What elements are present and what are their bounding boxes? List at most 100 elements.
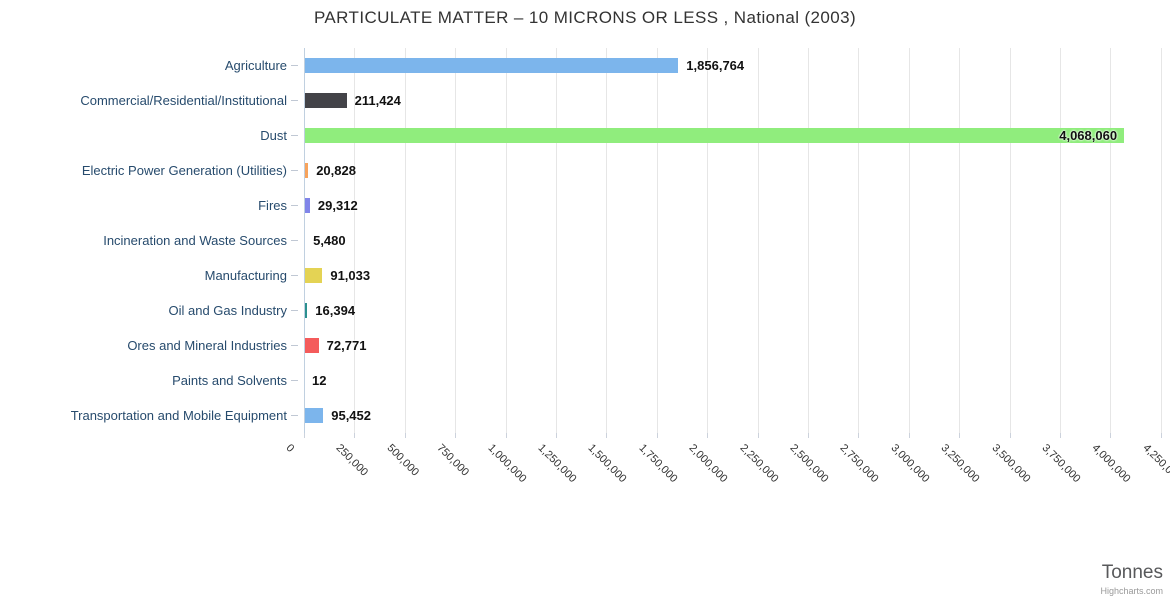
highcharts-credits-link[interactable]: Highcharts.com	[1100, 586, 1163, 596]
bar[interactable]	[304, 128, 1125, 143]
category-label: Commercial/Residential/Institutional	[80, 93, 287, 108]
axis-tick-mark	[555, 433, 557, 438]
value-axis-tick-label: 1,750,000	[636, 442, 680, 486]
value-axis-tick-label: 4,000,000	[1089, 442, 1133, 486]
axis-tick-mark	[908, 433, 910, 438]
category-tick-mark	[291, 170, 298, 171]
value-axis-tick-label: 4,250,000	[1140, 442, 1170, 486]
category-label: Electric Power Generation (Utilities)	[81, 163, 287, 178]
value-axis-tick-label: 1,250,000	[535, 442, 579, 486]
chart-title: PARTICULATE MATTER – 10 MICRONS OR LESS …	[313, 8, 857, 27]
bar[interactable]	[304, 58, 679, 73]
gridline	[1110, 48, 1112, 433]
category-tick-mark	[291, 275, 298, 276]
axis-tick-mark	[858, 433, 860, 438]
category-tick-mark	[291, 65, 298, 66]
gridline	[656, 48, 658, 433]
category-label: Fires	[258, 198, 287, 213]
axis-tick-mark	[757, 433, 759, 438]
axis-tick-mark	[304, 433, 305, 438]
category-tick-mark	[291, 205, 298, 206]
gridline	[505, 48, 507, 433]
value-axis-tick-label: 750,000	[434, 442, 472, 479]
gridline	[555, 48, 557, 433]
axis-tick-mark	[1110, 433, 1112, 438]
value-axis-title: Tonnes	[1101, 562, 1163, 583]
value-label: 211,424	[354, 93, 401, 108]
bar[interactable]	[304, 268, 323, 283]
axis-tick-mark	[455, 433, 457, 438]
value-label: 4,068,060	[1059, 128, 1118, 143]
value-axis-tick-label: 500,000	[384, 442, 421, 479]
value-label: 91,033	[330, 268, 371, 283]
value-axis-tick-label: 0	[283, 442, 297, 455]
axis-tick-mark	[354, 433, 356, 438]
value-axis-tick-label: 1,500,000	[585, 442, 629, 486]
value-axis-tick-label: 2,750,000	[837, 442, 881, 486]
value-label: 20,828	[316, 163, 356, 178]
category-tick-mark	[291, 135, 298, 136]
value-axis-tick-label: 250,000	[333, 442, 371, 479]
bar[interactable]	[304, 198, 310, 213]
gridline	[606, 48, 608, 433]
axis-tick-mark	[1160, 433, 1162, 438]
axis-tick-mark	[807, 433, 809, 438]
bar[interactable]	[304, 163, 309, 178]
gridline	[858, 48, 860, 433]
category-label: Dust	[260, 128, 287, 143]
gridline	[807, 48, 809, 433]
value-axis-tick-label: 2,500,000	[787, 442, 831, 486]
value-label: 29,312	[317, 198, 358, 213]
gridline	[404, 48, 406, 433]
value-label: 12	[312, 373, 327, 388]
axis-tick-mark	[656, 433, 658, 438]
axis-tick-mark	[959, 433, 961, 438]
value-label: 72,771	[326, 338, 367, 353]
value-label: 16,394	[315, 303, 356, 318]
category-tick-mark	[291, 310, 298, 311]
category-label: Paints and Solvents	[172, 373, 287, 388]
axis-tick-mark	[505, 433, 507, 438]
category-label: Transportation and Mobile Equipment	[70, 408, 287, 423]
bar[interactable]	[304, 93, 347, 108]
bar[interactable]	[304, 338, 319, 353]
gridline	[908, 48, 910, 433]
plot-area: 1,856,764 211,424 4,068,060 20,828 29,312 5,4…	[304, 48, 1166, 433]
category-label: Incineration and Waste Sources	[103, 233, 287, 248]
category-label: Ores and Mineral Industries	[127, 338, 287, 353]
gridline	[757, 48, 759, 433]
value-axis-tick-label: 3,750,000	[1039, 442, 1083, 486]
value-label: 95,452	[331, 408, 371, 423]
gridline	[1160, 48, 1162, 433]
category-label: Manufacturing	[204, 268, 287, 283]
axis-tick-mark	[404, 433, 406, 438]
category-tick-mark	[291, 100, 298, 101]
gridline	[1059, 48, 1061, 433]
bar[interactable]	[304, 408, 324, 423]
axis-tick-mark	[1009, 433, 1011, 438]
value-axis-tick-label: 3,500,000	[989, 442, 1033, 486]
value-axis-tick-label: 3,250,000	[938, 442, 982, 486]
axis-tick-mark	[606, 433, 608, 438]
category-tick-mark	[291, 240, 298, 241]
value-axis-tick-label: 1,000,000	[485, 442, 529, 486]
gridline	[354, 48, 356, 433]
value-axis-tick-label: 2,250,000	[737, 442, 781, 486]
category-tick-mark	[291, 380, 298, 381]
value-label: 1,856,764	[686, 58, 745, 73]
category-axis-line	[304, 48, 305, 433]
gridline	[707, 48, 709, 433]
category-label: Oil and Gas Industry	[168, 303, 288, 318]
axis-tick-mark	[707, 433, 709, 438]
value-axis-tick-label: 3,000,000	[888, 442, 932, 486]
gridline	[455, 48, 457, 433]
value-axis-tick-label: 2,000,000	[686, 442, 730, 486]
gridline	[959, 48, 961, 433]
gridline	[1009, 48, 1011, 433]
axis-tick-mark	[1059, 433, 1061, 438]
category-tick-mark	[291, 345, 298, 346]
category-tick-mark	[291, 415, 298, 416]
bar[interactable]	[304, 303, 308, 318]
value-label: 5,480	[313, 233, 346, 248]
